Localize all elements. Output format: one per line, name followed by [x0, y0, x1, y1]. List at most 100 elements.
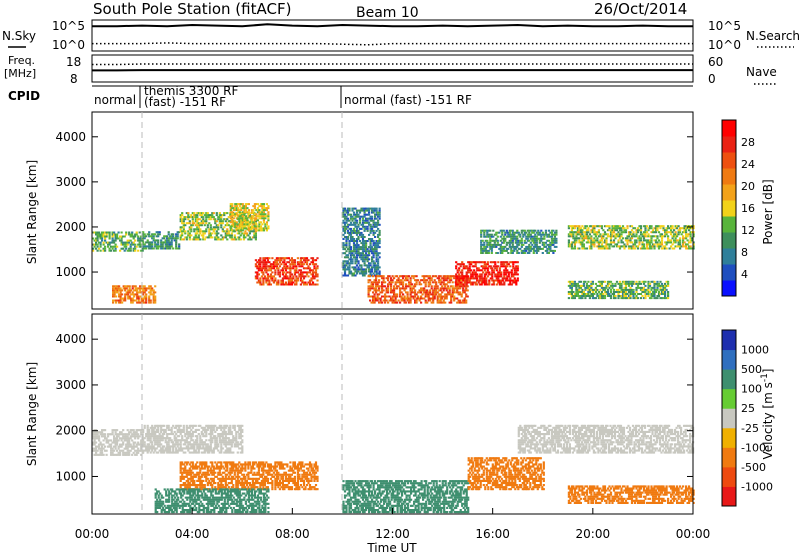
- data-cell: [161, 428, 164, 431]
- data-cell: [490, 239, 493, 242]
- data-cell: [572, 280, 575, 283]
- data-cell: [647, 243, 650, 246]
- data-cell: [215, 214, 218, 217]
- data-cell: [504, 249, 507, 252]
- data-cell: [241, 219, 244, 222]
- data-cell: [299, 279, 302, 282]
- data-cell: [112, 301, 115, 304]
- data-cell: [606, 225, 610, 228]
- data-cell: [116, 439, 119, 442]
- data-cell: [460, 285, 463, 288]
- data-cell: [175, 424, 178, 427]
- data-cell: [246, 219, 249, 222]
- data-cell: [382, 279, 385, 282]
- data-cell: [462, 299, 465, 302]
- data-cell: [146, 437, 149, 440]
- data-cell: [158, 445, 161, 448]
- data-cell: [499, 249, 502, 252]
- data-cell: [366, 264, 369, 267]
- data-cell: [617, 235, 620, 238]
- data-cell: [101, 231, 104, 234]
- data-cell: [113, 449, 116, 452]
- data-cell: [135, 233, 138, 236]
- data-cell: [99, 453, 102, 456]
- data-cell: [351, 260, 354, 263]
- data-cell: [618, 291, 622, 293]
- data-cell: [529, 247, 532, 250]
- data-cell: [368, 266, 371, 269]
- data-cell: [396, 293, 399, 296]
- data-cell: [275, 267, 278, 270]
- data-cell: [122, 243, 125, 246]
- data-cell: [448, 277, 451, 280]
- data-cell: [176, 424, 179, 427]
- data-cell: [252, 215, 255, 218]
- data-cell: [134, 233, 137, 236]
- data-cell: [415, 281, 418, 284]
- data-cell: [118, 285, 121, 288]
- data-cell: [470, 275, 473, 278]
- data-cell: [194, 232, 197, 235]
- data-cell: [483, 281, 486, 284]
- data-cell: [450, 299, 453, 302]
- data-cell: [105, 231, 108, 234]
- data-cell: [424, 295, 427, 298]
- data-cell: [99, 237, 102, 240]
- data-cell: [641, 247, 644, 250]
- data-cell: [549, 245, 552, 248]
- data-cell: [588, 237, 591, 240]
- data-cell: [602, 233, 605, 236]
- data-cell: [188, 441, 191, 444]
- data-cell: [299, 259, 302, 262]
- data-cell: [512, 261, 515, 264]
- data-cell: [272, 267, 275, 270]
- data-cell: [517, 247, 520, 250]
- data-cell: [256, 277, 259, 280]
- data-cell: [99, 433, 102, 436]
- data-cell: [489, 247, 492, 250]
- data-cell: [490, 252, 493, 254]
- data-cell: [606, 280, 610, 283]
- data-cell: [363, 221, 366, 224]
- data-cell: [507, 273, 510, 276]
- data-cell: [660, 235, 664, 238]
- data-cell: [104, 435, 107, 438]
- data-cell: [130, 293, 133, 296]
- data-cell: [243, 225, 246, 228]
- data-cell: [602, 293, 605, 295]
- data-cell: [605, 284, 608, 287]
- data-cell: [105, 233, 108, 236]
- data-cell: [157, 239, 160, 242]
- data-cell: [125, 245, 128, 248]
- data-cell: [491, 277, 494, 280]
- data-cell: [237, 217, 240, 220]
- data-cell: [596, 237, 599, 240]
- data-cell: [292, 281, 295, 284]
- data-cell: [202, 218, 205, 221]
- data-cell: [99, 449, 102, 452]
- data-cell: [238, 220, 241, 223]
- data-cell: [363, 260, 366, 263]
- data-cell: [314, 283, 318, 286]
- data-cell: [656, 245, 659, 248]
- data-cell: [550, 241, 553, 244]
- data-cell: [373, 299, 376, 302]
- data-cell: [289, 269, 292, 272]
- data-cell: [411, 275, 414, 278]
- data-cell: [377, 215, 380, 218]
- data-cell: [596, 245, 599, 248]
- data-cell: [371, 238, 374, 240]
- data-cell: [458, 277, 461, 280]
- data-cell: [618, 235, 622, 238]
- data-cell: [495, 279, 498, 282]
- data-cell: [553, 245, 556, 248]
- data-cell: [597, 284, 600, 287]
- data-cell: [683, 231, 686, 234]
- data-cell: [182, 230, 185, 233]
- data-cell: [256, 267, 259, 270]
- data-cell: [537, 229, 540, 232]
- data-cell: [238, 205, 241, 208]
- data-cell: [348, 248, 351, 251]
- data-cell: [411, 295, 414, 298]
- data-cell: [391, 275, 394, 278]
